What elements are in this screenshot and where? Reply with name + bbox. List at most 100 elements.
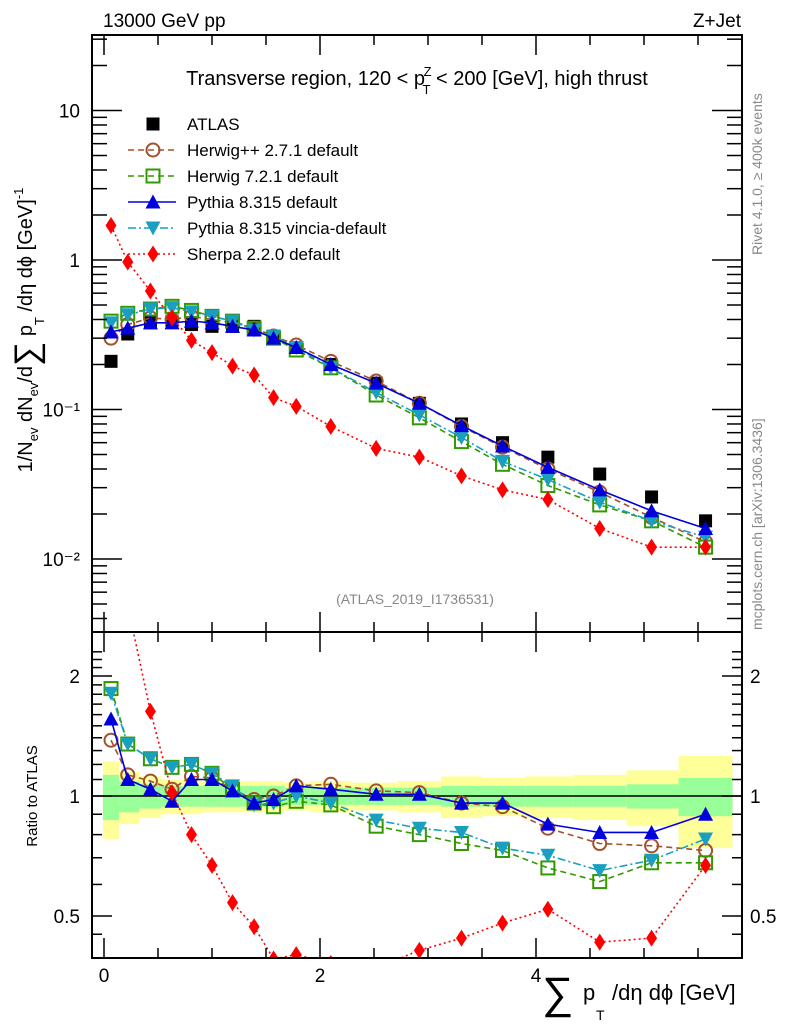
data-point (644, 514, 660, 529)
legend-item: ATLAS (146, 115, 240, 134)
series-line (110, 225, 706, 548)
data-point (185, 331, 197, 349)
data-point (325, 417, 337, 435)
data-point (644, 503, 660, 518)
analysis-id-label: (ATLAS_2019_I1736531) (336, 591, 494, 607)
main-y-axis-label: 1/Nev dNev/d∑ pT /dη dϕ [GeV]-1 (8, 188, 47, 473)
data-point (144, 282, 156, 300)
ratio-data-point (495, 841, 511, 856)
data-point (541, 450, 555, 464)
ratio-data-point (266, 791, 282, 806)
series-line (110, 320, 706, 530)
ratio-data-point (248, 918, 260, 936)
series-atlas (104, 314, 713, 528)
rivet-version-label: Rivet 4.1.0, ≥ 400k events (749, 93, 765, 255)
ratio-data-point (268, 950, 279, 958)
y-label-part1: 1/N (15, 441, 37, 472)
data-point (495, 438, 511, 453)
series-line (110, 306, 706, 538)
data-point (105, 217, 117, 235)
ratio-data-point (592, 824, 608, 839)
svg-text:p: p (583, 980, 595, 1005)
ratio-data-point (411, 786, 427, 801)
data-point (540, 459, 556, 474)
ratio-data-point (368, 786, 384, 801)
data-point (700, 538, 712, 556)
ratio-data-point (227, 894, 239, 912)
data-point (266, 330, 282, 345)
ratio-series-sherpa-2-2-0-default (106, 428, 712, 977)
data-point (122, 253, 134, 271)
ratio-series-pythia-8-315-default (103, 711, 714, 839)
series-herwig-2-7-1-default (103, 308, 714, 550)
data-point (204, 315, 220, 330)
data-point (495, 454, 511, 469)
ratio-data-point (185, 826, 197, 844)
ratio-series-group (103, 428, 714, 977)
data-point (142, 302, 158, 317)
data-point (227, 357, 239, 375)
svg-text:1/Nev dNev/d∑ pT /dη dϕ [GeV]: 1/Nev dNev/d∑ pT /dη dϕ [GeV]-1 (8, 188, 47, 473)
data-point (120, 308, 136, 323)
legend-marker (147, 245, 159, 263)
ratio-data-point (183, 757, 199, 772)
y-tick-label-ratio-left: 1 (69, 787, 80, 808)
legend-label: Herwig++ 2.7.1 default (187, 141, 358, 160)
svg-text:/dη dϕ [GeV]: /dη dϕ [GeV] (612, 980, 736, 1005)
data-point (411, 408, 427, 423)
data-point (542, 491, 554, 509)
ratio-data-point (542, 900, 554, 918)
ratio-data-point (411, 821, 427, 836)
x-axis-label: ∑ p T /dη dϕ [GeV] (542, 969, 736, 1023)
ratio-data-point (103, 686, 119, 701)
y-tick-label-ratio-right: 0.5 (750, 907, 776, 928)
data-point (183, 305, 199, 320)
data-point (497, 481, 509, 499)
ratio-axes: 0 2 4 2 2 1 1 0.5 0.5 (54, 631, 776, 987)
ratio-data-point (166, 784, 178, 802)
svg-text:T: T (596, 1007, 605, 1023)
data-point (453, 430, 469, 445)
data-point (206, 344, 218, 362)
ratio-data-point (644, 838, 660, 854)
data-point (698, 520, 714, 535)
legend-label: Herwig 7.2.1 default (187, 167, 338, 186)
ratio-data-point (497, 914, 509, 932)
ratio-data-point (288, 789, 304, 804)
x-tick-label: 0 (99, 966, 110, 987)
ratio-data-point (700, 856, 712, 874)
ratio-data-point (413, 941, 425, 958)
data-point (594, 519, 606, 537)
legend-marker (145, 168, 161, 184)
data-point (593, 467, 607, 481)
ratio-data-point (323, 781, 339, 796)
y-tick-label-ratio-right: 1 (750, 787, 761, 808)
header-process-label: Z+Jet (693, 11, 742, 32)
data-point (142, 315, 158, 330)
legend: ATLAS Herwig++ 2.7.1 default Herwig 7.2.1 … (128, 115, 387, 264)
data-point (104, 354, 118, 368)
ratio-data-point (103, 711, 119, 726)
ratio-data-point (371, 960, 382, 977)
data-point (453, 418, 469, 433)
y-tick-label-main: 10⁻² (43, 550, 81, 571)
ratio-data-point (698, 806, 714, 821)
legend-label: ATLAS (187, 115, 240, 134)
legend-item: Sherpa 2.2.0 default (128, 245, 340, 264)
series-line (110, 305, 706, 548)
y-tick-label-main: 1 (69, 251, 80, 272)
ratio-data-point (106, 428, 117, 445)
data-point (540, 473, 556, 488)
title-sub-t: T (423, 82, 431, 97)
data-point (368, 375, 384, 390)
legend-item: Herwig 7.2.1 default (128, 167, 338, 186)
data-point (103, 316, 119, 331)
ratio-data-point (594, 933, 606, 951)
legend-marker (145, 221, 161, 236)
svg-text:∑: ∑ (542, 969, 573, 1018)
y-tick-label-ratio-left: 0.5 (54, 907, 80, 928)
ratio-series-line (132, 632, 707, 958)
data-point (592, 482, 608, 497)
legend-item: Pythia 8.315 vincia-default (128, 219, 387, 238)
